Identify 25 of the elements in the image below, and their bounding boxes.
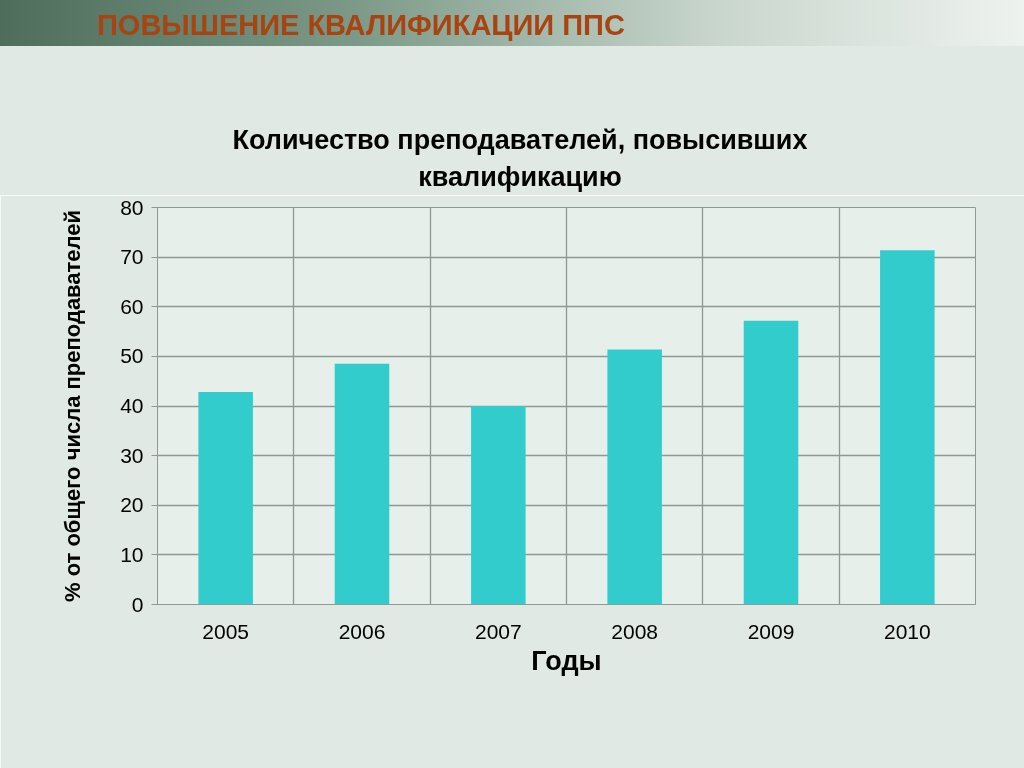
x-tick-label: 2005 xyxy=(202,619,250,643)
bar xyxy=(334,363,390,605)
x-tick-label: 2007 xyxy=(474,619,522,643)
y-tick-label: 20 xyxy=(120,493,144,517)
bar xyxy=(198,392,253,605)
x-tick-label: 2010 xyxy=(883,619,931,643)
x-tick-label: 2009 xyxy=(747,619,795,643)
bar xyxy=(880,250,935,605)
x-axis-title: Годы xyxy=(531,645,602,676)
y-tick-label: 60 xyxy=(120,294,144,318)
chart-title: ПОВЫШЕНИЕ КВАЛИФИКАЦИИ ППС xyxy=(97,8,625,43)
y-tick-label: 40 xyxy=(120,394,144,417)
chart-subtitle: Количество преподавателей, повысивших квалификацию xyxy=(231,124,809,194)
bar xyxy=(743,320,799,605)
y-tick-label: 0 xyxy=(131,592,144,616)
y-tick-label: 10 xyxy=(120,542,144,566)
y-tick-label: 50 xyxy=(120,344,144,368)
x-tick-label: 2006 xyxy=(338,619,386,643)
y-tick-label: 30 xyxy=(120,443,144,467)
y-axis-title: % от общего числа преподавателей xyxy=(60,209,86,603)
y-tick-label: 80 xyxy=(120,195,144,219)
bar xyxy=(607,349,662,605)
y-tick-label: 70 xyxy=(120,245,144,269)
x-tick-label: 2008 xyxy=(611,619,659,643)
bar xyxy=(471,406,526,605)
